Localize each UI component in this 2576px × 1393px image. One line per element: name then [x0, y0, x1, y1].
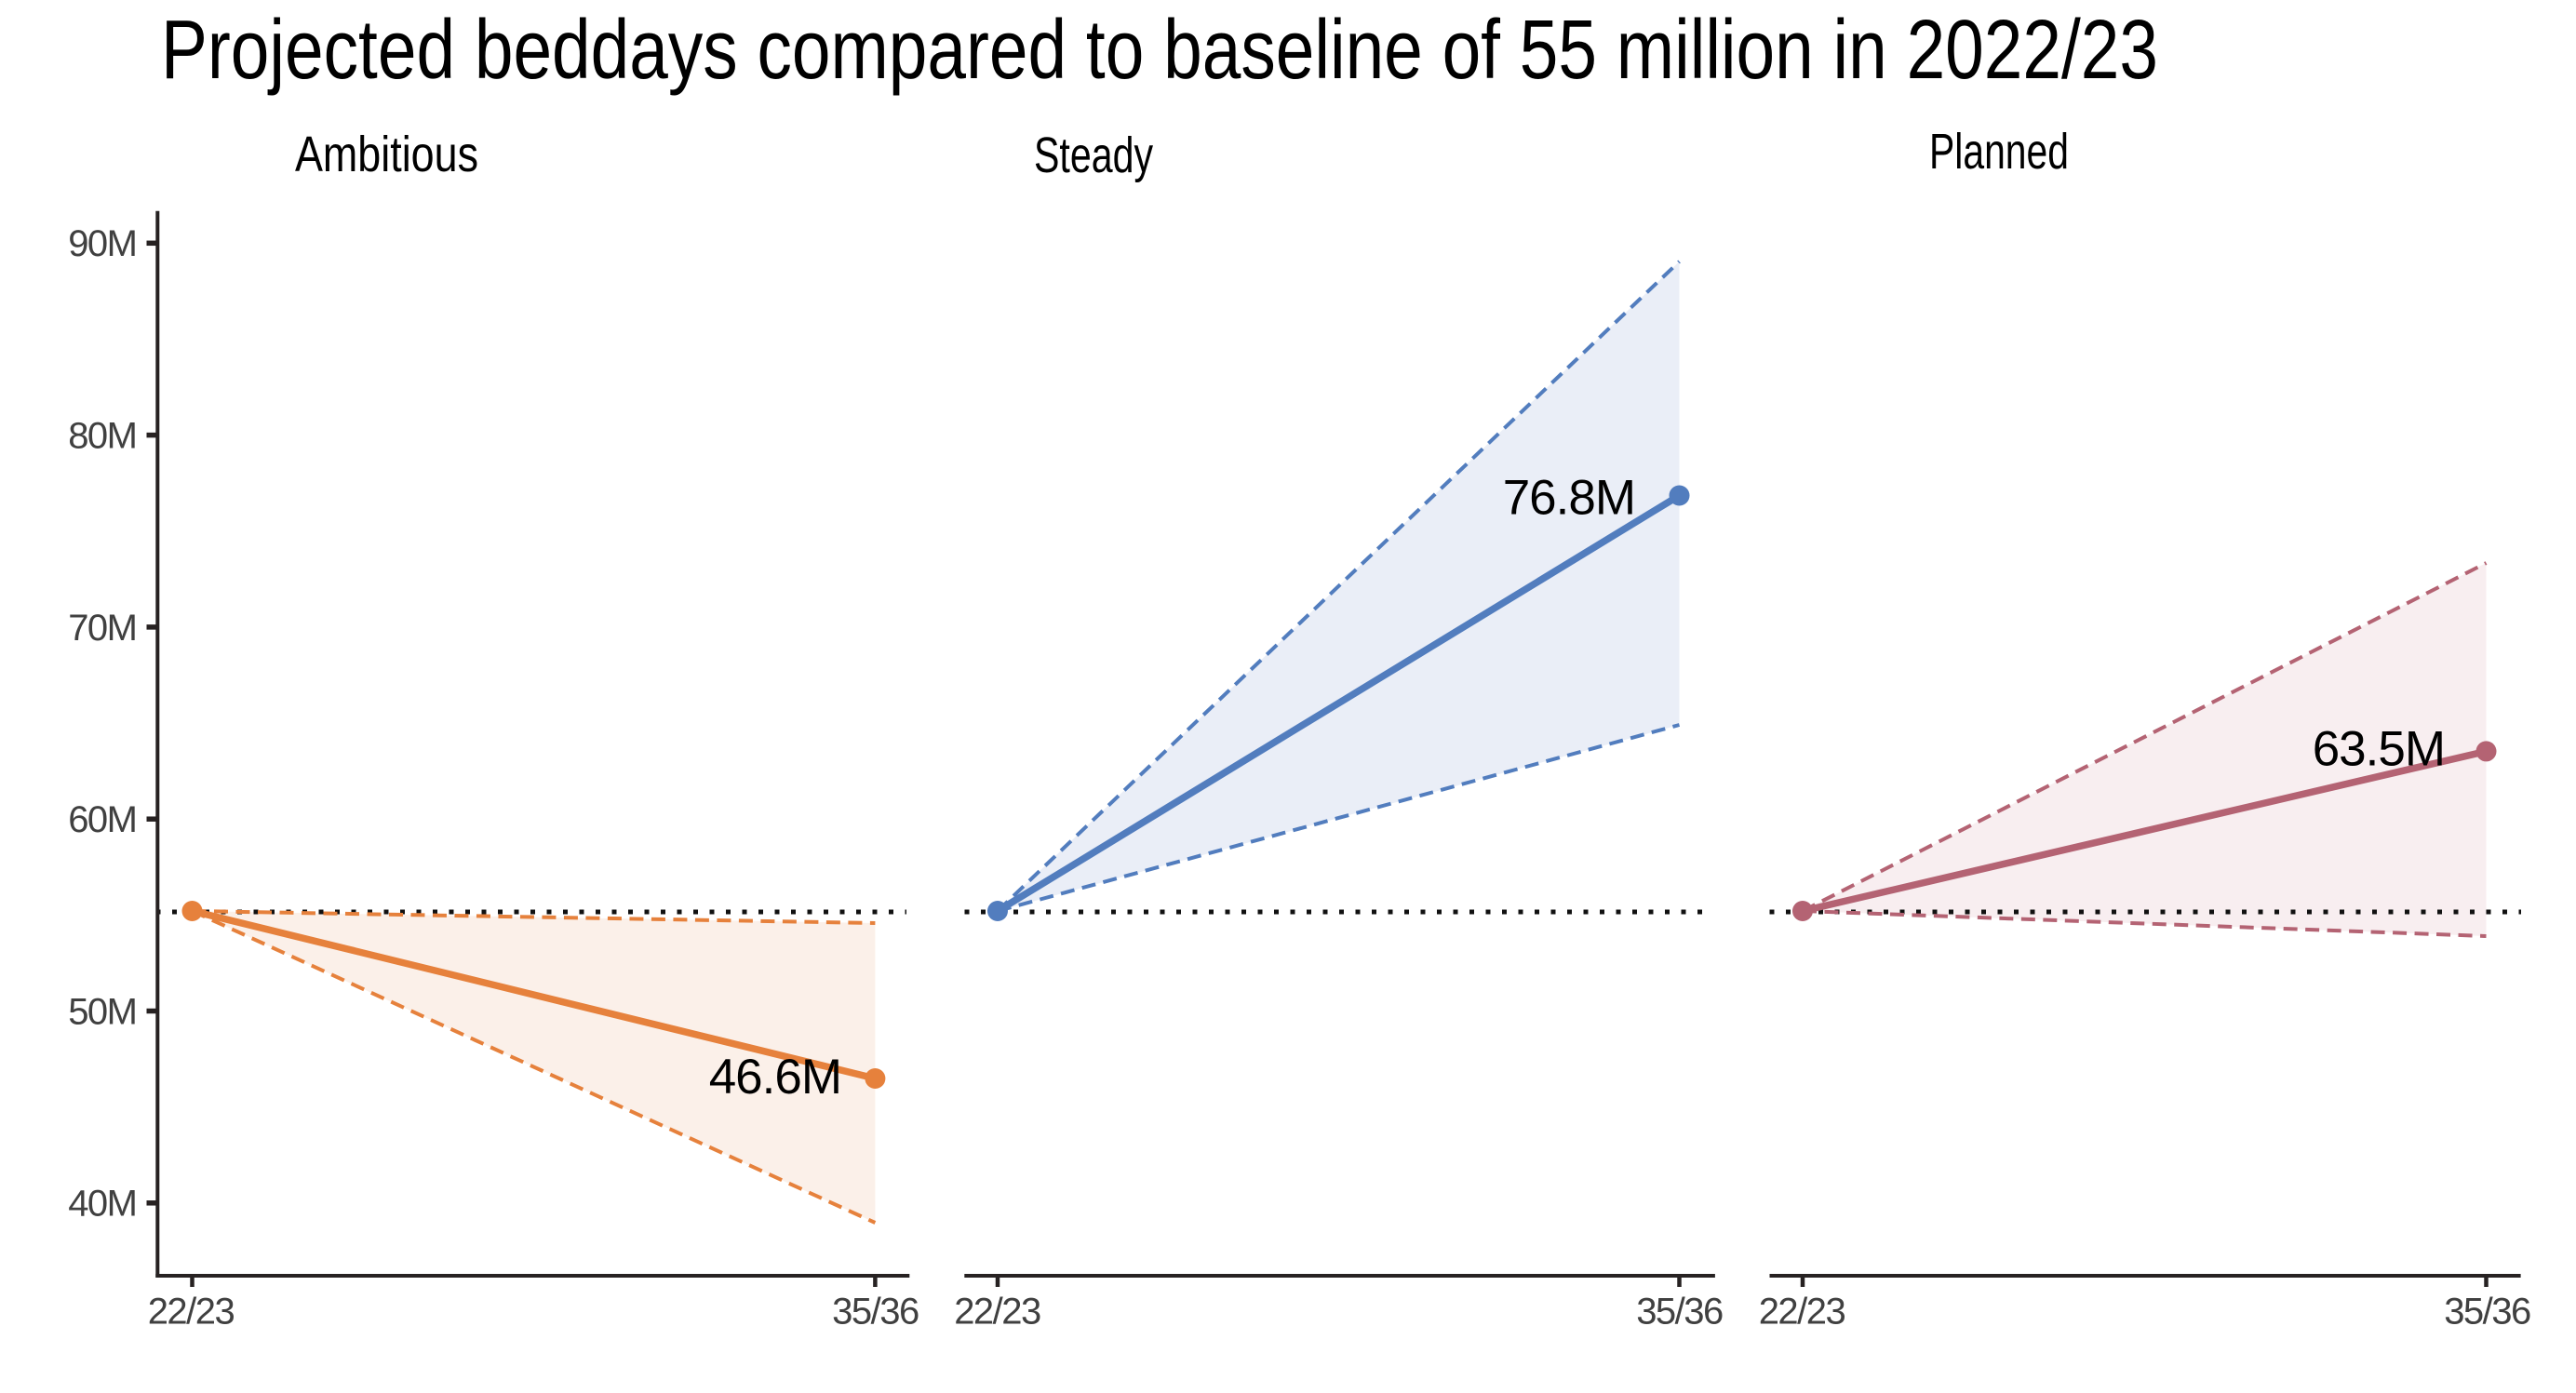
- svg-text:90M: 90M: [68, 223, 136, 264]
- svg-text:50M: 50M: [68, 991, 136, 1032]
- svg-text:35/36: 35/36: [2444, 1292, 2530, 1333]
- svg-text:Steady: Steady: [1034, 127, 1153, 183]
- svg-text:63.5M: 63.5M: [2313, 722, 2445, 777]
- svg-text:22/23: 22/23: [1759, 1292, 1845, 1333]
- svg-text:76.8M: 76.8M: [1503, 471, 1635, 526]
- svg-text:35/36: 35/36: [1636, 1292, 1723, 1333]
- svg-text:Projected beddays compared to: Projected beddays compared to baseline o…: [161, 4, 2158, 97]
- svg-text:46.6M: 46.6M: [709, 1050, 841, 1105]
- svg-text:35/36: 35/36: [832, 1292, 919, 1333]
- svg-text:80M: 80M: [68, 416, 136, 457]
- svg-text:22/23: 22/23: [148, 1292, 235, 1333]
- svg-text:Ambitious: Ambitious: [295, 127, 478, 182]
- svg-text:22/23: 22/23: [954, 1292, 1040, 1333]
- svg-text:70M: 70M: [68, 608, 136, 649]
- svg-text:60M: 60M: [68, 799, 136, 840]
- svg-text:40M: 40M: [68, 1184, 136, 1225]
- svg-text:Planned: Planned: [1929, 124, 2069, 180]
